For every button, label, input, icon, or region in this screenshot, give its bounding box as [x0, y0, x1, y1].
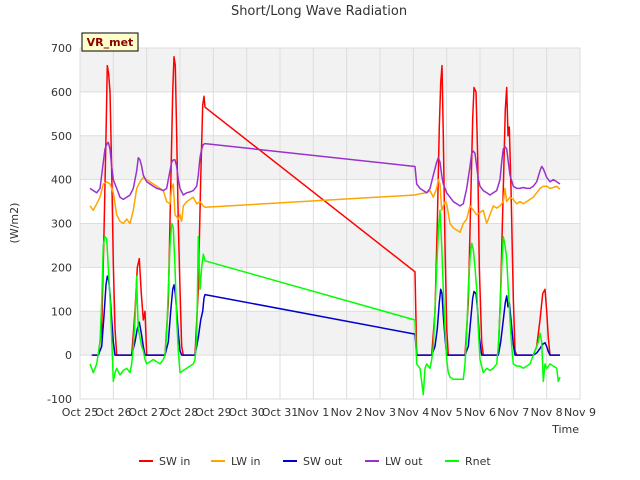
legend-item: SW in — [139, 455, 190, 468]
legend-item: Rnet — [445, 455, 491, 468]
x-tick-label: Nov 4 — [397, 406, 429, 419]
x-tick-label: Nov 1 — [297, 406, 329, 419]
y-tick-label: 600 — [51, 86, 72, 99]
plot-band — [80, 267, 580, 312]
plot-band — [80, 91, 580, 136]
y-tick-label: 300 — [51, 218, 72, 231]
y-tick-label: -100 — [47, 393, 72, 406]
x-tick-label: Oct 28 — [162, 406, 199, 419]
x-tick-label: Nov 3 — [364, 406, 396, 419]
y-tick-label: 700 — [51, 42, 72, 55]
x-tick-label: Oct 29 — [195, 406, 232, 419]
legend-label: SW out — [303, 455, 343, 468]
plot-band — [80, 355, 580, 399]
x-tick-label: Oct 26 — [95, 406, 132, 419]
station-badge: VR_met — [81, 32, 139, 52]
y-tick-label: 500 — [51, 130, 72, 143]
legend-item: LW out — [365, 455, 423, 468]
x-tick-label: Nov 6 — [464, 406, 496, 419]
legend: SW in LW in SW out LW out Rnet — [139, 455, 491, 468]
plot-frame — [79, 47, 581, 400]
legend-label: LW out — [385, 455, 423, 468]
station-badge-label: VR_met — [87, 36, 134, 49]
y-tick-label: 100 — [51, 305, 72, 318]
legend-label: SW in — [159, 455, 190, 468]
x-tick-label: Nov 5 — [431, 406, 463, 419]
y-axis-title: (W/m2) — [8, 203, 21, 244]
plot-bands — [80, 48, 580, 399]
plot-band — [80, 223, 580, 268]
series-line-sw-out — [91, 275, 560, 356]
x-tick-label: Nov 7 — [497, 406, 529, 419]
x-tick-label: Oct 30 — [228, 406, 265, 419]
legend-label: LW in — [231, 455, 261, 468]
y-tick-label: 0 — [65, 349, 72, 362]
legend-item: SW out — [283, 455, 343, 468]
x-tick-label: Nov 9 — [564, 406, 596, 419]
plot-band — [80, 48, 580, 92]
chart-title: Short/Long Wave Radiation — [231, 4, 407, 19]
x-tick-label: Oct 25 — [62, 406, 99, 419]
series-line-lw-in — [89, 176, 561, 234]
series-line-lw-out — [89, 141, 561, 207]
y-tick-label: 400 — [51, 174, 72, 187]
x-tick-label: Nov 2 — [331, 406, 363, 419]
legend-label: Rnet — [465, 455, 491, 468]
y-tick-label: 200 — [51, 261, 72, 274]
legend-item: LW in — [211, 455, 261, 468]
x-tick-label: Oct 27 — [128, 406, 165, 419]
x-axis-title: Time — [551, 423, 579, 436]
series-line-rnet — [89, 209, 561, 396]
series-layer — [89, 56, 561, 396]
x-tick-label: Nov 8 — [531, 406, 563, 419]
x-tick-label: Oct 31 — [262, 406, 299, 419]
y-tick-labels: -100 0 100 200 300 400 500 600 700 — [47, 42, 72, 406]
plot-band — [80, 179, 580, 224]
